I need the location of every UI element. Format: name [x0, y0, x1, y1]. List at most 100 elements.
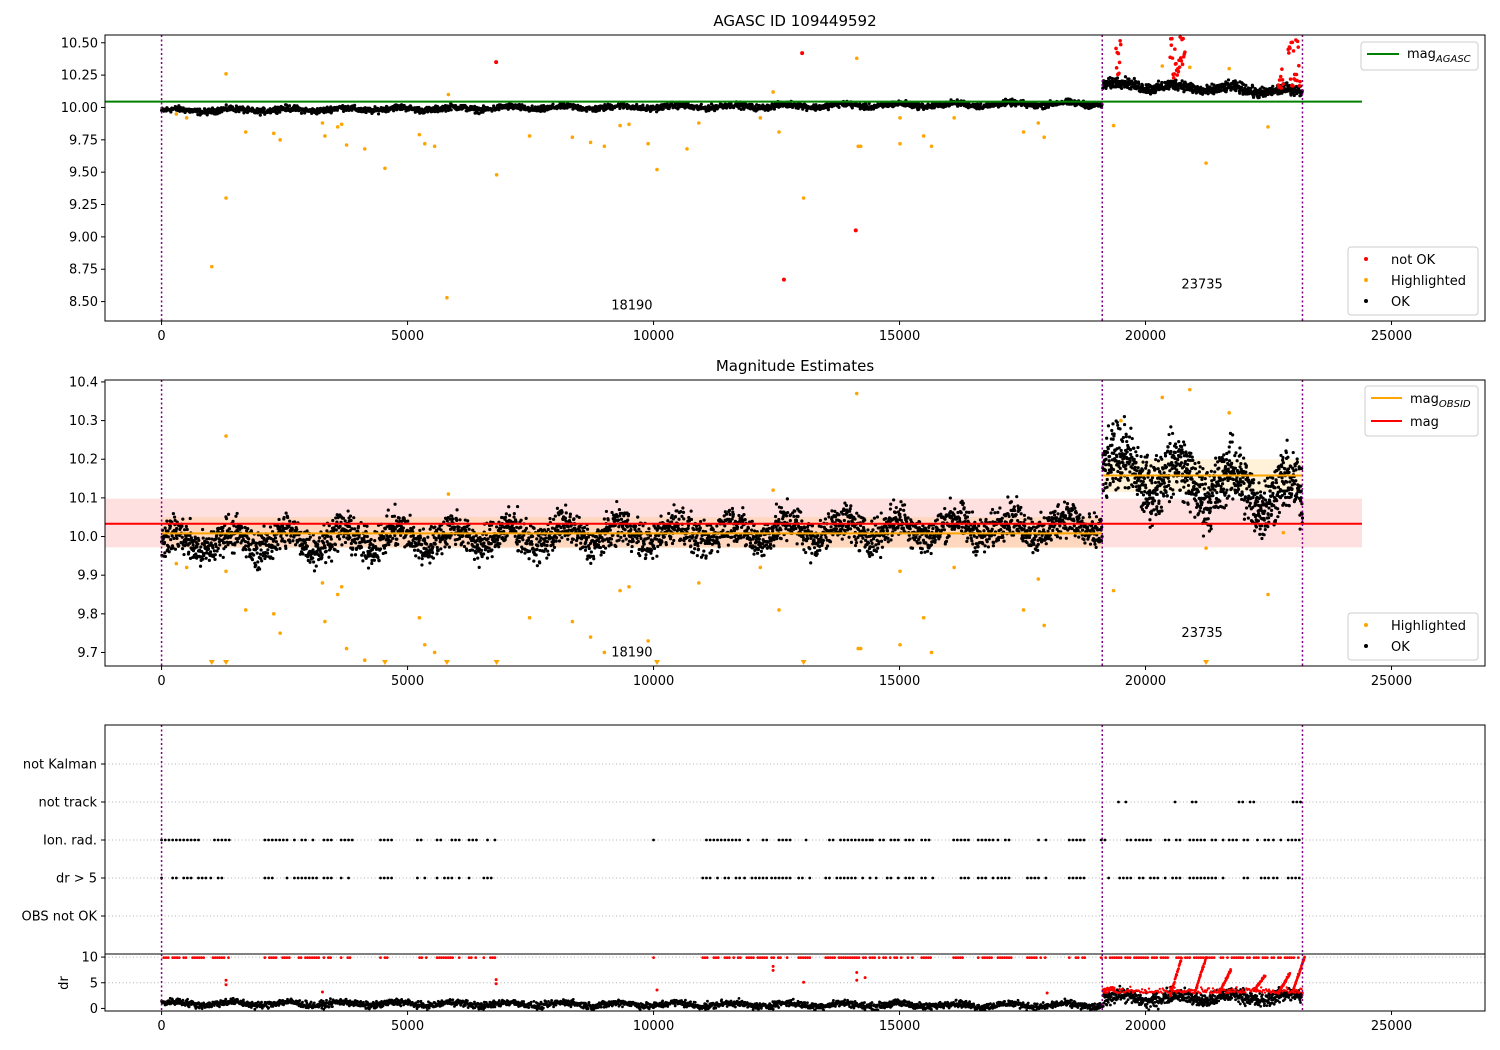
- ok-point: [746, 526, 751, 530]
- ok-point: [564, 511, 568, 515]
- ok-point: [702, 549, 706, 553]
- ok-point: [449, 108, 453, 112]
- ok-point: [495, 525, 499, 529]
- ok-point: [353, 537, 357, 541]
- ok-point: [616, 518, 621, 522]
- ok-point: [280, 537, 284, 541]
- ok-point: [376, 112, 381, 116]
- ok-point: [1285, 81, 1289, 85]
- ok-point: [284, 511, 288, 515]
- y-tick-label: 9.75: [69, 133, 98, 148]
- ok-point: [556, 528, 560, 532]
- ok-point: [317, 539, 321, 543]
- ok-point: [359, 545, 364, 549]
- ok-point: [276, 543, 280, 547]
- ok-point: [524, 526, 529, 531]
- ok-point: [748, 541, 753, 545]
- panel-agasc-data: [105, 35, 1363, 321]
- ok-point: [551, 102, 555, 106]
- ok-point: [244, 544, 248, 548]
- ok-point: [636, 539, 640, 544]
- highlighted-point: [184, 116, 189, 120]
- ok-point: [169, 110, 173, 114]
- ok-point: [617, 538, 621, 542]
- ok-point: [421, 527, 426, 531]
- ok-point: [365, 524, 369, 528]
- ok-point: [214, 537, 218, 541]
- highlighted-point: [362, 147, 367, 151]
- ok-point: [430, 551, 435, 555]
- ok-point: [356, 524, 361, 529]
- ok-point: [258, 543, 262, 547]
- ok-point: [564, 503, 568, 507]
- ok-point: [304, 547, 308, 551]
- ok-point: [664, 543, 668, 547]
- ok-point: [330, 109, 334, 114]
- not-ok-point: [1298, 79, 1302, 84]
- ok-point: [486, 537, 490, 541]
- ok-point: [272, 538, 276, 542]
- highlighted-point: [174, 112, 179, 116]
- y-tick-label: 8.50: [69, 295, 98, 310]
- ok-point: [167, 545, 171, 549]
- ok-point: [476, 556, 480, 560]
- ok-point: [288, 540, 292, 545]
- ok-point: [305, 537, 309, 542]
- highlighted-point: [445, 295, 449, 300]
- ok-point: [175, 526, 179, 531]
- ok-point: [428, 561, 432, 565]
- ok-point: [352, 516, 356, 520]
- ok-point: [545, 540, 549, 544]
- ok-point: [589, 550, 593, 554]
- ok-point: [445, 542, 449, 546]
- highlighted-point: [422, 141, 427, 146]
- ok-point: [1144, 83, 1148, 87]
- not-ok-point: [1173, 47, 1177, 51]
- ok-point: [482, 552, 486, 556]
- ok-point: [221, 525, 225, 530]
- ok-point: [1219, 89, 1223, 93]
- ok-point: [370, 561, 374, 566]
- not-ok-point: [800, 51, 805, 56]
- ok-point: [540, 544, 544, 548]
- legend-box: [1347, 246, 1479, 316]
- ok-point: [1176, 86, 1180, 91]
- highlighted-point: [921, 134, 926, 138]
- ok-point: [227, 527, 232, 531]
- ok-point: [625, 525, 629, 529]
- ok-point: [247, 537, 251, 541]
- ok-point: [226, 512, 231, 516]
- ok-point: [418, 536, 423, 540]
- ok-point: [252, 553, 256, 557]
- ok-point: [688, 538, 692, 543]
- ok-point: [268, 525, 273, 529]
- not-ok-point: [1114, 66, 1119, 70]
- ok-point: [686, 526, 690, 530]
- ok-point: [1206, 92, 1210, 96]
- ok-point: [577, 515, 581, 520]
- not-ok-point: [1294, 72, 1299, 77]
- ok-point: [222, 541, 227, 545]
- highlighted-point: [570, 135, 575, 140]
- ok-point: [455, 508, 459, 512]
- ok-point: [166, 535, 170, 539]
- ok-point: [546, 553, 551, 557]
- not-ok-point: [1181, 36, 1185, 41]
- ok-point: [472, 557, 477, 562]
- ok-point: [383, 527, 387, 531]
- ok-point: [716, 550, 720, 554]
- not-ok-point: [1177, 65, 1182, 69]
- ok-point: [265, 551, 270, 555]
- ok-point: [1014, 104, 1018, 108]
- ok-point: [256, 560, 260, 564]
- ok-point: [191, 549, 196, 553]
- ok-point: [639, 536, 643, 541]
- ok-point: [542, 104, 546, 108]
- ok-point: [345, 529, 350, 533]
- ok-point: [255, 551, 259, 555]
- ok-point: [353, 553, 358, 557]
- ok-point: [710, 548, 714, 553]
- ok-point: [555, 506, 560, 510]
- ok-point: [670, 513, 674, 518]
